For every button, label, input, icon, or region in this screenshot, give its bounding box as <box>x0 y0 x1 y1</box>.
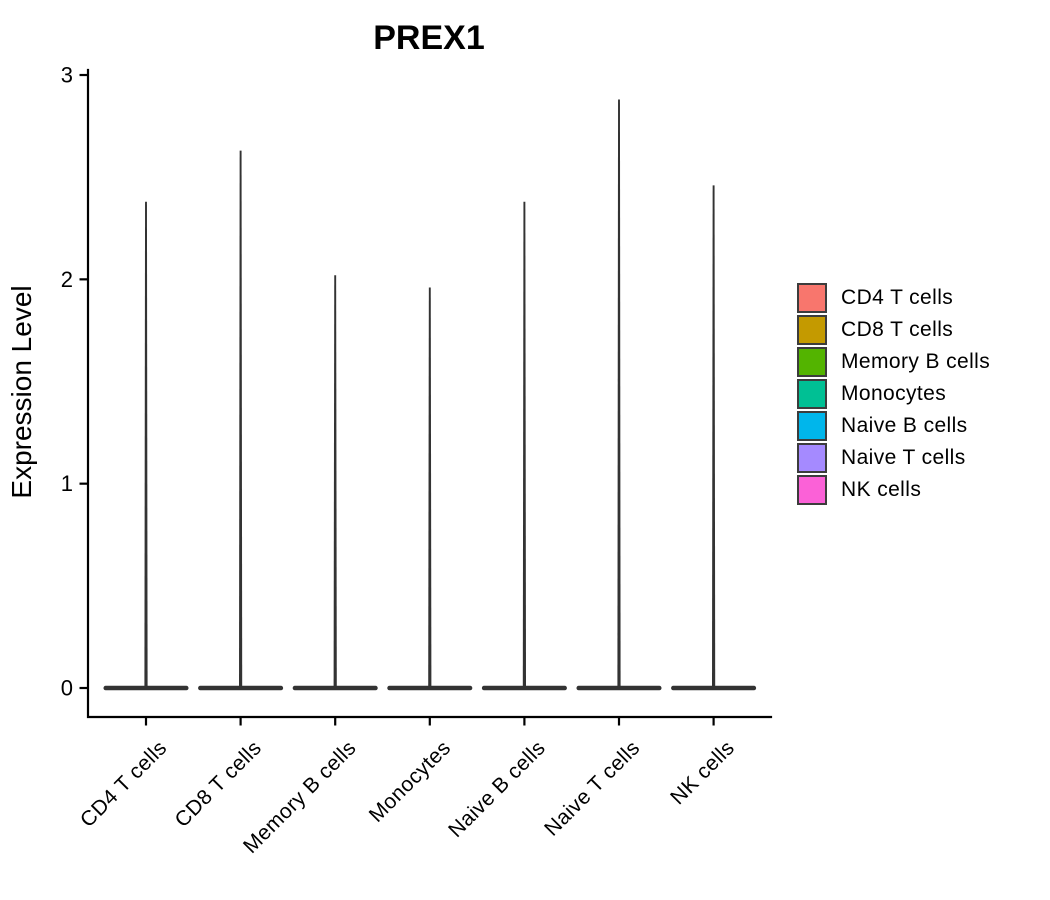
legend-label: Monocytes <box>841 382 947 405</box>
x-tick-label: Monocytes <box>365 736 456 827</box>
legend-label: NK cells <box>841 478 922 501</box>
legend-swatch <box>797 379 827 409</box>
axes <box>86 68 773 719</box>
legend-label: Memory B cells <box>841 350 991 373</box>
violin-cd8-t-cells <box>198 150 284 691</box>
legend-item: CD8 T cells <box>797 315 990 345</box>
axis-lines <box>86 68 773 719</box>
violin-cd4-t-cells <box>103 201 189 691</box>
violin-memory-b-cells <box>292 275 378 691</box>
violin-nk-cells <box>671 185 757 691</box>
legend-label: Naive B cells <box>841 414 968 437</box>
legend-label: CD4 T cells <box>841 286 954 309</box>
y-axis-label: Expression Level <box>6 285 37 498</box>
legend-item: Naive B cells <box>797 411 990 441</box>
violin-spike <box>712 185 716 687</box>
violin-base <box>481 685 567 691</box>
x-tick-label: Naive T cells <box>540 736 644 840</box>
violin-spike <box>617 99 621 687</box>
violins <box>103 99 757 691</box>
y-tick-label: 3 <box>61 63 73 88</box>
violin-base <box>103 685 189 691</box>
violin-spike <box>239 150 243 687</box>
violin-monocytes <box>387 287 473 691</box>
legend-item: Naive T cells <box>797 443 990 473</box>
violin-spike <box>333 275 337 687</box>
violin-spike <box>522 201 526 688</box>
legend-label: CD8 T cells <box>841 318 954 341</box>
legend-swatch <box>797 443 827 473</box>
y-tick-label: 2 <box>61 267 73 292</box>
plot-title: PREX1 <box>373 19 485 57</box>
violin-spike <box>144 201 148 688</box>
legend: CD4 T cells CD8 T cells Memory B cells Mono… <box>797 283 990 507</box>
x-tick-label: NK cells <box>666 736 739 809</box>
violin-base <box>576 685 662 691</box>
violin-naive-t-cells <box>576 99 662 691</box>
violin-base <box>292 685 378 691</box>
legend-item: CD4 T cells <box>797 283 990 313</box>
y-axis-ticks: 0 1 2 3 <box>61 63 88 701</box>
y-tick-label: 1 <box>61 471 73 496</box>
violin-naive-b-cells <box>481 201 567 691</box>
legend-swatch <box>797 475 827 505</box>
legend-swatch <box>797 347 827 377</box>
violin-base <box>387 685 473 691</box>
legend-swatch <box>797 411 827 441</box>
legend-item: Memory B cells <box>797 347 990 377</box>
violin-base <box>198 685 284 691</box>
violin-spike <box>428 287 432 687</box>
legend-item: NK cells <box>797 475 990 505</box>
y-tick-label: 0 <box>61 676 73 701</box>
legend-label: Naive T cells <box>841 446 966 469</box>
x-tick-label: CD8 T cells <box>171 736 267 832</box>
x-tick-label: Naive B cells <box>444 736 550 842</box>
legend-swatch <box>797 283 827 313</box>
violin-base <box>671 685 757 691</box>
x-tick-label: CD4 T cells <box>76 736 172 832</box>
legend-swatch <box>797 315 827 345</box>
legend-item: Monocytes <box>797 379 990 409</box>
